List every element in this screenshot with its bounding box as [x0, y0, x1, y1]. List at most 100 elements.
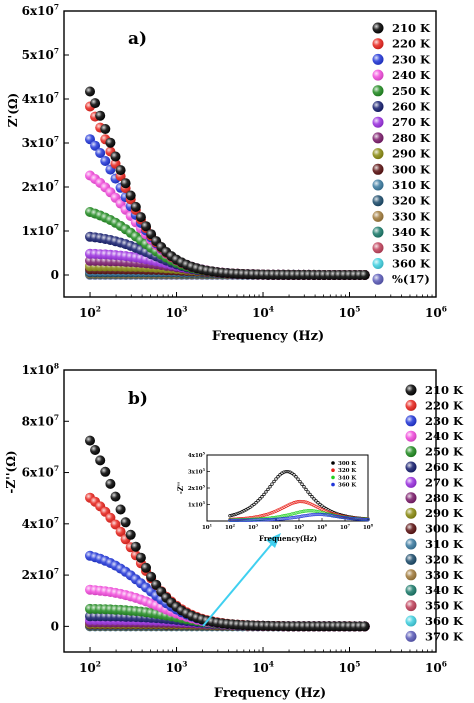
inset-point	[290, 516, 294, 520]
panel-b-xtick-label: 104	[252, 660, 274, 675]
panel-a-legend-marker	[372, 53, 384, 65]
panel-a-legend-marker	[372, 101, 384, 112]
inset-point	[234, 518, 238, 523]
inset-point	[298, 510, 302, 514]
panel-b-point	[110, 491, 121, 502]
inset-point	[234, 512, 238, 516]
panel-a-legend-label: 240 K	[392, 68, 431, 82]
inset-point	[274, 477, 278, 481]
panel-b-point	[120, 517, 131, 528]
inset-point	[294, 511, 298, 515]
panel-b-legend-label: 210 K	[425, 383, 464, 397]
inset-point	[338, 515, 342, 519]
panel-a-legend-marker	[372, 195, 384, 207]
inset-point	[232, 513, 236, 517]
inset-point	[330, 514, 334, 518]
inset-point	[272, 515, 276, 520]
inset-legend-label: 320 K	[338, 468, 356, 474]
panel-b-xtick-label: 106	[425, 660, 447, 675]
panel-b-ytick-label: 1x108	[22, 362, 59, 377]
panel-b-legend-label: 330 K	[425, 568, 464, 582]
inset-point	[304, 509, 308, 513]
inset-point	[352, 517, 356, 521]
panel-a-point	[90, 140, 101, 151]
panel-b-legend-marker	[405, 523, 417, 535]
inset-point	[278, 473, 282, 477]
panel-a-legend-marker	[372, 22, 384, 34]
panel-b-legend-label: 280 K	[425, 491, 464, 505]
inset-point	[280, 517, 284, 521]
inset-point	[258, 497, 262, 501]
inset-point	[232, 518, 236, 523]
panel-b-legend-marker	[405, 399, 417, 411]
inset-point	[262, 492, 266, 497]
inset-point	[298, 479, 302, 484]
inset-point	[294, 515, 298, 519]
inset-point	[290, 471, 294, 475]
inset-point	[290, 512, 294, 516]
inset-point	[284, 516, 288, 521]
inset-point	[266, 518, 270, 522]
panel-b-ytick-label: 8x107	[22, 413, 59, 428]
inset-point	[230, 518, 234, 523]
inset-point	[286, 469, 290, 474]
panel-b-legend-marker	[405, 430, 417, 442]
inset-point	[350, 516, 354, 521]
inset-point	[230, 513, 234, 517]
inset-point	[254, 518, 258, 522]
inset-point	[246, 518, 250, 522]
inset-point	[286, 516, 290, 520]
panel-b-point	[85, 435, 95, 446]
inset-legend-label: 340 K	[338, 475, 356, 481]
inset-point	[304, 487, 308, 492]
panel-b-xlabel: Frequency (Hz)	[214, 686, 326, 701]
inset-point	[364, 517, 368, 522]
panel-a-point	[115, 165, 126, 176]
inset-point	[296, 510, 300, 515]
inset-xtick-label: 107	[340, 524, 351, 531]
inset-frame	[206, 454, 369, 522]
inset-point	[256, 518, 260, 522]
panel-a-xtick-label: 103	[166, 305, 188, 320]
inset-point	[284, 469, 288, 474]
inset-point	[272, 517, 276, 522]
panel-a-ylabel: Z'(Ω)	[6, 93, 20, 127]
inset-point	[252, 502, 256, 507]
inset-xtick-label: 103	[248, 524, 259, 531]
inset-point	[282, 517, 286, 521]
panel-a-legend-label: 210 K	[392, 21, 431, 35]
panel-a-ytick-label: 3x107	[22, 135, 59, 150]
panel-b-point	[105, 478, 116, 489]
panel-a-legend-marker	[372, 69, 384, 81]
panel-a-legend-marker	[372, 258, 384, 269]
inset-pointer-arrowhead	[266, 533, 281, 548]
panel-b-legend-label: 220 K	[425, 398, 464, 412]
inset-point	[322, 511, 326, 515]
inset-point	[256, 499, 260, 503]
panel-a-legend-marker	[372, 210, 384, 222]
panel-b-legend-label: 250 K	[425, 445, 464, 459]
panel-a-xtick-label: 105	[339, 305, 361, 320]
panel-a-legend-marker	[372, 179, 384, 191]
panel-a-legend-label: 350 K	[392, 241, 431, 255]
inset-legend-marker	[331, 468, 335, 473]
panel-b-legend-marker	[405, 384, 417, 396]
panel-a-point	[95, 110, 106, 121]
inset-point	[240, 518, 244, 522]
panel-b-point	[115, 526, 126, 537]
inset-xtick-label: 101	[202, 524, 213, 531]
inset-point	[242, 518, 246, 522]
inset-point	[228, 518, 232, 523]
inset-point	[288, 512, 292, 517]
inset-point	[314, 509, 318, 513]
inset-point	[306, 501, 310, 505]
panel-a-legend-label: 300 K	[392, 162, 431, 176]
panel-b-legend-label: 350 K	[425, 599, 464, 613]
panel-b-point	[135, 552, 146, 563]
panel-b-label: b)	[128, 389, 148, 409]
inset-point	[318, 512, 322, 517]
inset-point	[356, 517, 360, 521]
inset-xtick-label: 108	[363, 524, 374, 531]
panel-b-point	[130, 541, 141, 552]
panel-b-xtick-label: 102	[79, 660, 101, 675]
